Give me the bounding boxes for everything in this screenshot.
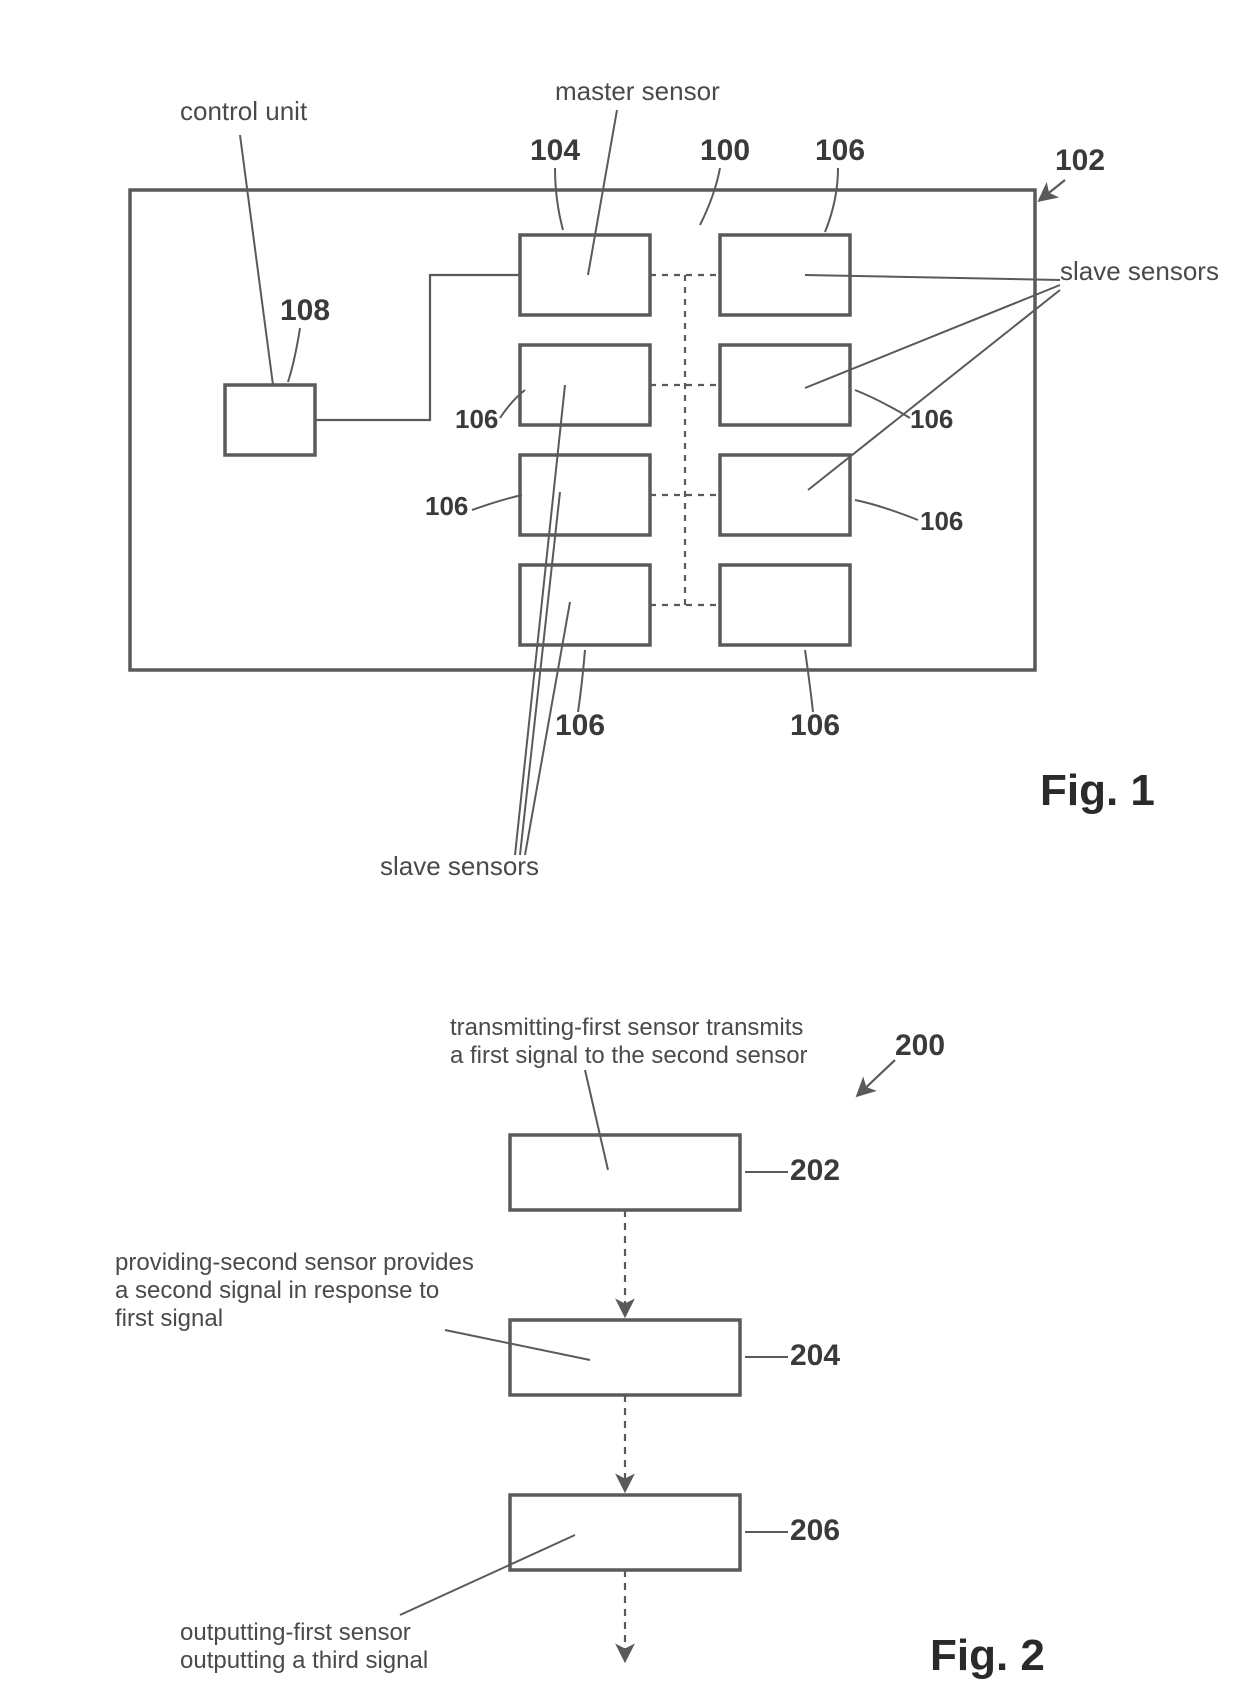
ref-206: 206 xyxy=(790,1514,840,1547)
ref-106-r3l: 106 xyxy=(425,491,468,521)
leader-106-r3l xyxy=(472,495,522,510)
leader-106-r2r xyxy=(855,390,910,418)
label-step1: transmitting-first sensor transmits a fi… xyxy=(450,1014,810,1069)
leader-master-sensor xyxy=(588,110,617,275)
fig2-caption: Fig. 2 xyxy=(930,1631,1045,1680)
leader-106-r3r xyxy=(855,500,918,520)
ref-104: 104 xyxy=(530,134,580,167)
step-202-box xyxy=(510,1135,740,1210)
master-sensor-block xyxy=(520,235,650,315)
step-204-box xyxy=(510,1320,740,1395)
ref-100: 100 xyxy=(700,134,750,167)
leader-100 xyxy=(700,168,720,225)
ref-106-r2r: 106 xyxy=(910,404,953,434)
slave-sensor-r3c2 xyxy=(720,455,850,535)
wire-cu-to-master xyxy=(315,275,520,420)
ref-200: 200 xyxy=(895,1029,945,1062)
ref-202: 202 xyxy=(790,1154,840,1187)
leader-step2 xyxy=(445,1330,590,1360)
label-slave-sensors-bottom: slave sensors xyxy=(380,851,539,881)
arrow-102 xyxy=(1040,180,1065,200)
slave-sensor-r2c2 xyxy=(720,345,850,425)
leader-106-br xyxy=(805,650,813,712)
slave-sensor-r4c2 xyxy=(720,565,850,645)
leader-104 xyxy=(555,168,563,230)
fig1-caption: Fig. 1 xyxy=(1040,766,1155,815)
ref-106-r2l: 106 xyxy=(455,404,498,434)
ref-106-bl: 106 xyxy=(555,709,605,742)
arrow-200 xyxy=(858,1060,895,1095)
ref-106-br: 106 xyxy=(790,709,840,742)
label-master-sensor: master sensor xyxy=(555,76,720,106)
figure-1: control unit master sensor 104 100 106 1… xyxy=(130,76,1219,881)
leader-108 xyxy=(288,328,300,382)
leader-step1 xyxy=(585,1070,608,1170)
leader-ssb-2 xyxy=(520,492,560,855)
ref-106-top: 106 xyxy=(815,134,865,167)
figure-2: transmitting-first sensor transmits a fi… xyxy=(115,1014,1045,1680)
leader-ss-r3 xyxy=(808,290,1060,490)
slave-sensor-r3c1 xyxy=(520,455,650,535)
ref-108: 108 xyxy=(280,294,330,327)
leader-control-unit xyxy=(240,135,273,385)
slave-sensor-r2c1 xyxy=(520,345,650,425)
leader-ss-r1 xyxy=(805,275,1060,280)
leader-ss-r2 xyxy=(805,285,1060,388)
ref-204: 204 xyxy=(790,1339,840,1372)
label-step3: outputting-first sensor outputting a thi… xyxy=(180,1619,428,1674)
control-unit-block xyxy=(225,385,315,455)
step-206-box xyxy=(510,1495,740,1570)
label-control-unit: control unit xyxy=(180,96,308,126)
enclosure-102 xyxy=(130,190,1035,670)
leader-106-bl xyxy=(578,650,585,712)
ref-106-r3r: 106 xyxy=(920,506,963,536)
leader-106-top xyxy=(825,168,838,232)
ref-102: 102 xyxy=(1055,144,1105,177)
label-step2: providing-second sensor provides a secon… xyxy=(115,1249,481,1332)
label-slave-sensors-right: slave sensors xyxy=(1060,256,1219,286)
leader-step3 xyxy=(400,1535,575,1615)
